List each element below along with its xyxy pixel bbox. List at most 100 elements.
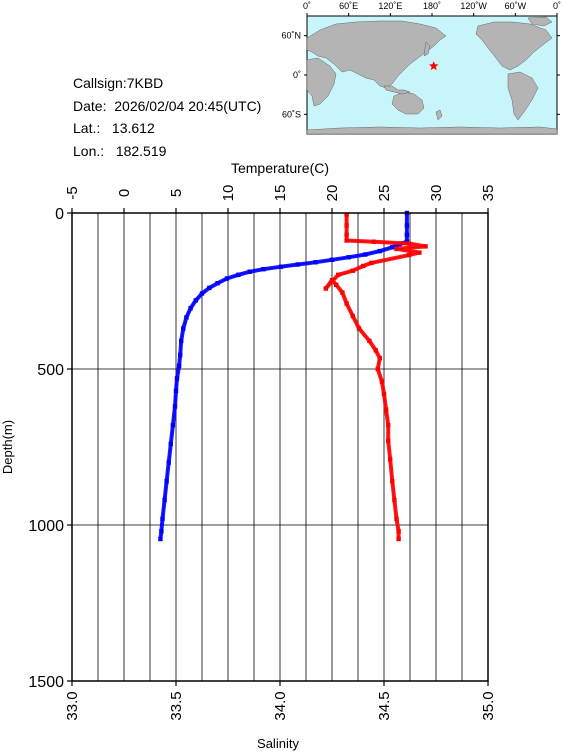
- depth-tick-label: 500: [37, 362, 64, 379]
- date-label: Date:: [73, 97, 107, 114]
- salinity-point: [396, 529, 401, 534]
- temperature-point: [404, 210, 410, 216]
- map-lon-tick-label: 0˚: [303, 1, 311, 11]
- series-layer: [158, 210, 428, 542]
- salinity-point: [375, 366, 380, 372]
- salinity-point: [388, 457, 393, 462]
- temperature-tick-label: 10: [220, 185, 237, 202]
- temperature-point: [224, 276, 230, 281]
- callsign-label: Callsign:: [73, 75, 127, 91]
- salinity-tick-label: 34.5: [376, 691, 393, 720]
- salinity-point: [350, 313, 355, 319]
- salinity-point: [361, 263, 366, 269]
- temperature-point: [178, 352, 183, 358]
- temperature-point: [159, 529, 164, 534]
- temperature-point: [363, 252, 368, 257]
- lat-row: Lat.: 13.612: [73, 117, 261, 140]
- temperature-profile-thick: [158, 213, 409, 540]
- temperature-point: [164, 479, 169, 484]
- salinity-point: [392, 497, 397, 503]
- salinity-point: [377, 355, 382, 361]
- temperature-point: [179, 338, 184, 344]
- salinity-tick-label: 33.0: [64, 691, 81, 720]
- salinity-point: [394, 246, 399, 252]
- salinity-point: [396, 536, 401, 542]
- temperature-point: [404, 239, 410, 244]
- depth-tick-label: 0: [55, 206, 64, 223]
- temperature-tick-label: -5: [64, 186, 81, 199]
- temperature-point: [261, 267, 266, 272]
- temperature-tick-label: 15: [272, 185, 289, 202]
- salinity-point: [423, 244, 428, 249]
- salinity-point: [406, 252, 412, 258]
- temperature-point: [162, 497, 167, 503]
- temperature-point: [236, 272, 241, 277]
- salinity-point: [340, 290, 345, 295]
- temperature-tick-label: 35: [480, 185, 497, 202]
- map-lon-tick-label: 0˚: [553, 1, 561, 11]
- map-lon-tick-label: 120˚W: [460, 1, 487, 11]
- map-lon-tick-label: 180˚: [423, 1, 441, 11]
- temperature-point: [329, 257, 335, 262]
- temperature-point: [166, 460, 171, 465]
- chart-grid: [71, 212, 489, 682]
- map-land: [306, 16, 558, 135]
- salinity-point: [344, 232, 349, 237]
- temperature-tick-label: 0: [116, 189, 133, 197]
- salinity-point: [356, 326, 362, 331]
- location-map: 0˚ 60˚E 120˚E 180˚ 120˚W 60˚W 0˚ 60˚N 0˚ 60˚S: [281, 1, 561, 135]
- temperature-point: [404, 223, 410, 228]
- salinity-point: [350, 268, 355, 273]
- temperature-point: [160, 516, 165, 521]
- salinity-profile-line: [325, 214, 426, 539]
- temperature-tick-label: 25: [376, 185, 393, 202]
- salinity-point: [390, 479, 395, 484]
- temperature-point: [207, 285, 212, 291]
- salinity-profile-thick: [323, 214, 428, 539]
- temperature-tick-label: 5: [168, 189, 185, 197]
- temperature-point: [313, 260, 318, 265]
- salinity-tick-label: 33.5: [168, 691, 185, 720]
- temperature-profile-line: [159, 213, 408, 540]
- depth-tick-label: 1000: [28, 518, 64, 535]
- salinity-axis-label: Salinity: [257, 736, 299, 751]
- temperature-point: [215, 281, 220, 286]
- salinity-point: [344, 223, 349, 228]
- salinity-point: [369, 260, 374, 266]
- temperature-point: [173, 388, 179, 393]
- temperature-point: [346, 255, 351, 260]
- map-lat-tick-label: 60˚S: [282, 109, 301, 119]
- station-info: Callsign:7KBD Date: 2026/02/04 20:45(UTC…: [73, 72, 261, 162]
- salinity-point: [344, 301, 349, 306]
- salinity-point: [383, 407, 389, 412]
- callsign-value: 7KBD: [126, 75, 164, 91]
- temperature-point: [390, 245, 395, 250]
- salinity-point: [371, 239, 376, 244]
- temperature-point: [278, 264, 284, 269]
- salinity-point: [334, 282, 339, 287]
- depth-axis-label: Depth(m): [0, 420, 15, 474]
- temperature-point: [247, 269, 252, 274]
- temperature-tick-label: 30: [428, 185, 445, 202]
- callsign-row: Callsign:7KBD: [73, 72, 261, 95]
- salinity-point: [386, 438, 391, 443]
- map-lat-tick-label: 60˚N: [281, 31, 301, 41]
- temperature-tick-label: 20: [324, 185, 341, 202]
- temperature-point: [199, 291, 205, 296]
- salinity-point: [336, 272, 341, 277]
- station-marker: [429, 61, 439, 71]
- temperature-point: [174, 376, 180, 381]
- salinity-point: [381, 391, 387, 397]
- salinity-point: [329, 277, 335, 283]
- temperature-point: [172, 404, 178, 409]
- lon-label: Lon.:: [73, 142, 105, 159]
- salinity-point: [323, 286, 328, 291]
- temperature-point: [377, 248, 382, 254]
- plot-frame: [71, 212, 489, 682]
- map-lon-tick-label: 120˚E: [378, 1, 402, 11]
- salinity-tick-label: 35.0: [480, 691, 497, 720]
- lat-label: Lat.:: [73, 120, 101, 136]
- salinity-point: [344, 212, 349, 217]
- salinity-point: [373, 348, 378, 353]
